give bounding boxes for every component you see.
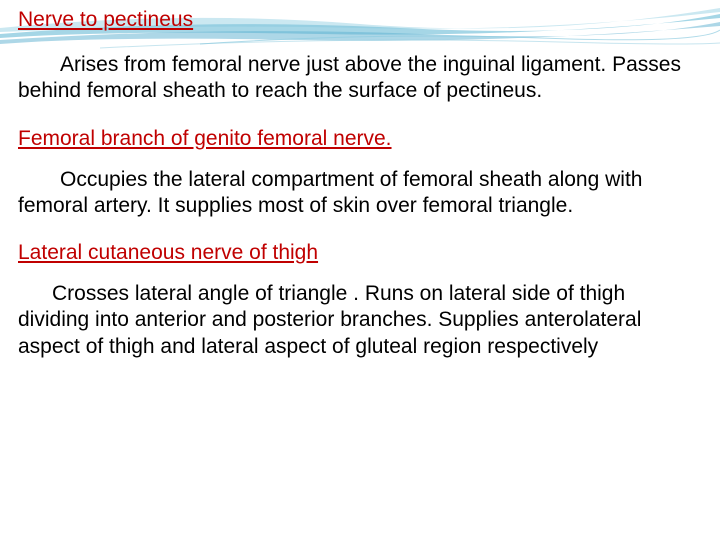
section-body-3: Crosses lateral angle of triangle . Runs… — [18, 281, 702, 360]
section-heading-3: Lateral cutaneous nerve of thigh — [18, 241, 702, 265]
section-body-3-text: Crosses lateral angle of triangle . Runs… — [18, 282, 641, 358]
section-body-2-text: Occupies the lateral compartment of femo… — [18, 168, 642, 217]
section-body-2: Occupies the lateral compartment of femo… — [18, 167, 702, 220]
section-body-1-text: Arises from femoral nerve just above the… — [18, 53, 681, 102]
section-body-1: Arises from femoral nerve just above the… — [18, 52, 702, 105]
section-heading-2: Femoral branch of genito femoral nerve. — [18, 127, 702, 151]
slide-content: Nerve to pectineus Arises from femoral n… — [0, 0, 720, 400]
section-heading-1: Nerve to pectineus — [18, 8, 702, 32]
